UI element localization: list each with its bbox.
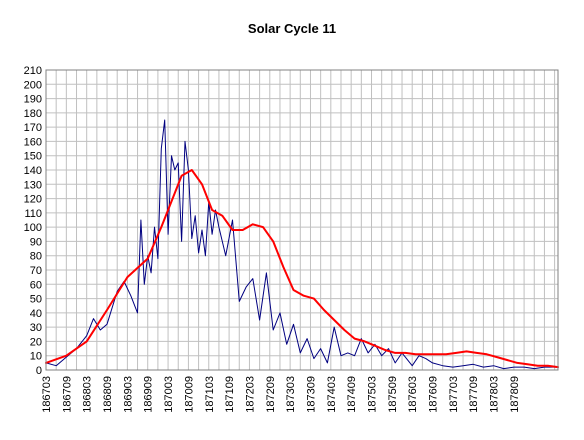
x-tick-label: 186909 bbox=[143, 376, 155, 413]
y-tick-label: 100 bbox=[24, 222, 42, 234]
y-tick-label: 190 bbox=[24, 94, 42, 106]
x-tick-label: 187503 bbox=[367, 376, 379, 413]
y-tick-label: 90 bbox=[30, 236, 42, 248]
y-tick-label: 130 bbox=[24, 179, 42, 191]
y-tick-label: 20 bbox=[30, 336, 42, 348]
x-tick-label: 186809 bbox=[102, 376, 114, 413]
x-axis-ticks: 186703 186709 186803 186809 186903 186909 1870… bbox=[41, 376, 521, 413]
smoothed-series-line bbox=[45, 169, 559, 369]
x-tick-label: 187509 bbox=[387, 376, 399, 413]
y-tick-label: 140 bbox=[24, 165, 42, 177]
chart-title: Solar Cycle 11 bbox=[248, 21, 336, 36]
plot-frame bbox=[45, 69, 559, 371]
x-tick-label: 186803 bbox=[82, 376, 94, 413]
y-tick-label: 80 bbox=[30, 251, 42, 263]
y-axis-ticks: 0 10 20 30 40 50 60 70 80 90 100 110 120 130 140 150 160… bbox=[24, 65, 42, 377]
y-tick-label: 160 bbox=[24, 136, 42, 148]
x-tick-label: 187209 bbox=[265, 376, 277, 413]
x-tick-label: 187309 bbox=[305, 376, 317, 413]
x-tick-label: 187709 bbox=[468, 376, 480, 413]
monthly-series-line bbox=[45, 119, 559, 370]
y-tick-label: 120 bbox=[24, 194, 42, 206]
y-tick-label: 180 bbox=[24, 108, 42, 120]
y-tick-label: 170 bbox=[24, 122, 42, 134]
y-tick-label: 30 bbox=[30, 322, 42, 334]
x-tick-label: 187803 bbox=[489, 376, 501, 413]
y-tick-label: 210 bbox=[24, 65, 42, 77]
x-tick-label: 187003 bbox=[163, 376, 175, 413]
x-tick-label: 187403 bbox=[326, 376, 338, 413]
x-tick-label: 187303 bbox=[285, 376, 297, 413]
x-tick-label: 186703 bbox=[41, 376, 53, 413]
y-tick-label: 0 bbox=[36, 365, 42, 377]
y-tick-label: 200 bbox=[24, 79, 42, 91]
y-tick-label: 40 bbox=[30, 308, 42, 320]
x-tick-label: 187109 bbox=[224, 376, 236, 413]
x-tick-label: 187409 bbox=[346, 376, 358, 413]
y-tick-label: 10 bbox=[30, 351, 42, 363]
x-tick-label: 187203 bbox=[244, 376, 256, 413]
y-tick-label: 50 bbox=[30, 294, 42, 306]
x-tick-label: 187603 bbox=[407, 376, 419, 413]
x-tick-label: 186709 bbox=[61, 376, 73, 413]
y-tick-label: 60 bbox=[30, 279, 42, 291]
y-tick-label: 70 bbox=[30, 265, 42, 277]
x-tick-label: 186903 bbox=[122, 376, 134, 413]
y-tick-label: 110 bbox=[24, 208, 42, 220]
x-tick-label: 187103 bbox=[204, 376, 216, 413]
series-group bbox=[45, 119, 559, 370]
x-tick-label: 187809 bbox=[509, 376, 521, 413]
y-tick-label: 150 bbox=[24, 151, 42, 163]
x-tick-label: 187703 bbox=[448, 376, 460, 413]
x-tick-label: 187609 bbox=[428, 376, 440, 413]
x-tick-label: 187009 bbox=[183, 376, 195, 413]
